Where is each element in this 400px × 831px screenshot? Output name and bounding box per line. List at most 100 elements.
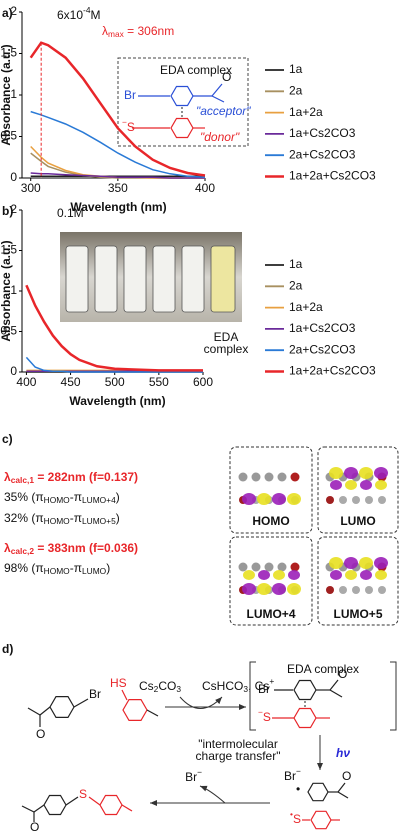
series-line <box>29 41 206 177</box>
transition-contribution-part: LUMO+5 <box>82 516 116 526</box>
leaving-group-part: − <box>197 767 202 777</box>
thiol: HS <box>110 676 127 690</box>
orbital-boxes <box>229 446 399 626</box>
bond <box>329 689 343 698</box>
ring <box>170 85 194 107</box>
radical-br-part: − <box>296 766 301 776</box>
substrate-br: Br <box>89 687 101 701</box>
radical-s-part: • <box>290 809 293 819</box>
y-tick-label: 1 <box>10 87 17 101</box>
radical-dot: • <box>296 782 300 796</box>
bond <box>88 796 101 806</box>
atom <box>365 496 373 504</box>
orbital-label: LUMO+4 <box>246 607 295 621</box>
transition-contribution-part: -π <box>70 490 82 504</box>
orbital-lobe <box>374 467 388 479</box>
byproducts-part: + <box>269 676 274 686</box>
base-part: 3 <box>176 684 181 694</box>
transition-contribution: 35% (πHOMO-πLUMO+4) <box>4 490 120 505</box>
legend-label: 1a+2a+Cs2CO3 <box>289 169 376 183</box>
orbital-lobe <box>329 467 343 479</box>
y-tick-label: 1 <box>10 283 17 297</box>
legend-label: 2a+Cs2CO3 <box>289 342 356 356</box>
y-axis-title: Absorbance (a.u.) <box>0 240 13 341</box>
transition-lambda-part: = 383nm (f=0.036) <box>34 541 138 555</box>
legend-label: 1a+2a <box>289 300 323 314</box>
atom <box>378 586 386 594</box>
inset-acceptor: "acceptor" <box>196 104 251 118</box>
product-o: O <box>30 820 39 831</box>
base-part: Cs <box>139 679 154 693</box>
photo-caption: EDA <box>214 330 239 344</box>
y-axis-title: Absorbance (a.u.) <box>0 44 13 145</box>
legend-label: 1a+Cs2CO3 <box>289 321 356 335</box>
transition-contribution-part: LUMO+4 <box>82 495 116 505</box>
atom <box>251 562 261 572</box>
ring <box>310 810 332 830</box>
orbital-lobe <box>242 583 256 595</box>
atom <box>326 496 334 504</box>
inset-o: O <box>222 70 231 84</box>
panel-label: c) <box>2 432 13 446</box>
inset-s-part: − <box>122 117 127 127</box>
orbital-lobe <box>344 467 358 479</box>
atom <box>277 472 287 482</box>
y-tick-label: 0 <box>10 170 17 184</box>
orbital-label: HOMO <box>252 514 289 528</box>
legend-label: 1a+2a <box>289 105 323 119</box>
orbital-lobe <box>288 570 300 580</box>
concentration-part: 0.1M <box>57 206 84 220</box>
byproducts: CsHCO3, Cs+ <box>202 676 274 694</box>
ring <box>43 794 67 816</box>
series-line <box>25 284 203 372</box>
legend-label: 1a+2a+Cs2CO3 <box>289 364 376 378</box>
legend-label: 2a+Cs2CO3 <box>289 147 356 161</box>
curved-arrow <box>179 696 223 709</box>
transition-contribution: 32% (πHOMO-πLUMO+5) <box>4 511 120 526</box>
atom <box>264 562 274 572</box>
radical-br: Br− <box>284 766 301 783</box>
transition-contribution-part: HOMO <box>44 516 71 526</box>
lambda-max-part: = 306nm <box>124 24 174 38</box>
y-tick-label: 0.5 <box>0 129 17 143</box>
concentration-part: -4 <box>83 5 91 15</box>
series-line <box>30 145 205 179</box>
y-tick-label: 2 <box>10 4 17 18</box>
leaving-group: Br− <box>185 767 202 784</box>
bond <box>21 805 35 813</box>
inset-s-part: S <box>127 120 135 134</box>
orbital-lobe <box>360 480 372 490</box>
ring <box>122 698 148 722</box>
orbital-lobe <box>242 493 256 505</box>
leaving-group-part: Br <box>185 770 197 784</box>
x-tick-label: 300 <box>21 181 41 195</box>
transition-lambda: λcalc,1 = 282nm (f=0.137) <box>4 470 138 485</box>
ring <box>49 695 75 719</box>
orbital-lobe <box>330 480 342 490</box>
complex-o: O <box>338 667 347 681</box>
orbital-lobe <box>360 570 372 580</box>
orbital-lobe <box>344 557 358 569</box>
complex-title: EDA complex <box>287 662 359 676</box>
panel-label: a) <box>2 6 13 20</box>
ring <box>170 117 194 139</box>
legend-label: 2a <box>289 278 303 292</box>
transition-contribution-part: -π <box>70 511 82 525</box>
x-tick-label: 400 <box>195 181 215 195</box>
x-tick-label: 400 <box>16 375 36 389</box>
atom <box>352 496 360 504</box>
bracket <box>249 661 256 731</box>
base-part: 2 <box>154 684 159 694</box>
bond <box>337 791 349 799</box>
legend-label: 1a <box>289 257 303 271</box>
x-tick-label: 350 <box>108 181 128 195</box>
bracket <box>390 661 397 731</box>
transition-contribution-part: -π <box>70 561 82 575</box>
x-axis-title: Wavelength (nm) <box>69 394 165 408</box>
atom <box>339 586 347 594</box>
orbital-lobe <box>273 570 285 580</box>
bond <box>211 83 223 97</box>
orbital-lobe <box>345 480 357 490</box>
orbital-lobe <box>345 570 357 580</box>
vials <box>65 245 236 313</box>
